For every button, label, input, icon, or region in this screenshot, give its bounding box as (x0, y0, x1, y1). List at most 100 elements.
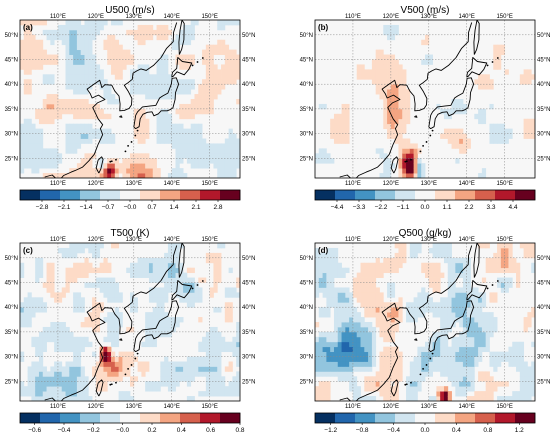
colorbar-segment (435, 413, 456, 423)
colorbar-segment (80, 190, 101, 200)
colorbar-tick-label: −0.2 (87, 427, 100, 434)
lat-label-left: 35°N (5, 330, 18, 336)
lat-label-right: 50°N (537, 33, 550, 39)
lon-label-bottom: 110°E (50, 404, 66, 410)
colorbar-segment (415, 190, 436, 200)
lat-label-left: 25°N (5, 156, 18, 162)
lat-label-left: 40°N (5, 305, 18, 311)
colorbar-segment (80, 413, 101, 423)
colorbar-segment (355, 190, 376, 200)
lat-label-right: 50°N (537, 256, 550, 262)
anomaly-field (315, 243, 535, 401)
colorbar-tick-label: 1.1 (442, 204, 451, 211)
colorbar-tick-label: 1.2 (515, 427, 524, 434)
colorbar-segment (375, 413, 396, 423)
lat-label-right: 25°N (242, 156, 255, 162)
lon-label-top: 130°E (421, 237, 437, 243)
colorbar-segment (435, 190, 456, 200)
anomaly-field (20, 243, 240, 401)
lat-label-left: 40°N (300, 305, 313, 311)
colorbar-tick-label: −0.7 (102, 204, 115, 211)
lat-label-right: 25°N (242, 379, 255, 385)
colorbar-tick-label: −1.1 (397, 204, 410, 211)
colorbar-tick-label: 0.8 (483, 427, 492, 434)
lat-label-right: 40°N (537, 305, 550, 311)
colorbar-tick-label: 0.7 (147, 204, 156, 211)
colorbar-segment (335, 190, 356, 200)
colorbar-segment (355, 413, 376, 423)
colorbar-segment (495, 190, 516, 200)
lat-label-left: 35°N (300, 330, 313, 336)
colorbar-tick-label: 0.6 (206, 427, 215, 434)
colorbar-segment (140, 190, 161, 200)
colorbar-segment (375, 190, 396, 200)
colorbar-segment (40, 413, 61, 423)
colorbar-segment (200, 413, 221, 423)
colorbar-tick-label: 0.4 (177, 427, 186, 434)
colorbar-segment (140, 413, 161, 423)
lat-label-left: 40°N (300, 82, 313, 88)
lat-label-left: 25°N (300, 156, 313, 162)
lon-label-bottom: 120°E (383, 404, 399, 410)
coastline (44, 243, 204, 401)
colorbar-segment (100, 413, 121, 423)
lon-label-top: 150°E (201, 14, 217, 20)
colorbar-segment (180, 413, 201, 423)
lat-label-right: 50°N (242, 256, 255, 262)
colorbar-segment (455, 190, 476, 200)
colorbar-tick-label: −0.0 (124, 204, 137, 211)
panel-label: (c) (23, 246, 33, 255)
lon-label-top: 120°E (383, 14, 399, 20)
lat-label-right: 30°N (242, 355, 255, 361)
lat-label-left: 30°N (300, 355, 313, 361)
lon-label-top: 150°E (496, 237, 512, 243)
lat-label-left: 50°N (5, 256, 18, 262)
lat-label-right: 50°N (242, 33, 255, 39)
colorbar-tick-label: −0.0 (116, 427, 129, 434)
lon-label-bottom: 130°E (126, 181, 142, 187)
lat-label-left: 30°N (300, 132, 313, 138)
lat-label-right: 30°N (537, 132, 550, 138)
lon-label-top: 120°E (383, 237, 399, 243)
lon-label-bottom: 150°E (496, 181, 512, 187)
lat-label-left: 25°N (5, 379, 18, 385)
lon-label-top: 130°E (421, 14, 437, 20)
anomaly-field (315, 20, 535, 178)
lat-label-left: 30°N (5, 355, 18, 361)
lon-label-bottom: 120°E (88, 404, 104, 410)
gridlines (20, 20, 240, 178)
colorbar-tick-label: 0.8 (235, 427, 244, 434)
colorbar-segment (160, 190, 181, 200)
lon-label-top: 110°E (345, 14, 361, 20)
colorbar-tick-label: 1.4 (169, 204, 178, 211)
lat-label-right: 35°N (242, 330, 255, 336)
panel-t500: T500 (K) (c) 110°E 110°E 120°E 120°E 130°E 130°… (5, 228, 256, 434)
lat-label-left: 35°N (300, 107, 313, 113)
colorbar-tick-label: 0.0 (420, 427, 429, 434)
colorbar-segment (495, 413, 516, 423)
lon-label-bottom: 150°E (496, 404, 512, 410)
colorbar-tick-label: 0.4 (452, 427, 461, 434)
colorbar-tick-label: 2.2 (464, 204, 473, 211)
lon-label-top: 140°E (459, 14, 475, 20)
lon-label-top: 140°E (164, 14, 180, 20)
colorbar-tick-label: −1.2 (324, 427, 337, 434)
lon-label-top: 150°E (201, 237, 217, 243)
panel-title: T500 (K) (111, 228, 150, 239)
lat-label-right: 40°N (242, 305, 255, 311)
lat-label-left: 30°N (5, 132, 18, 138)
colorbar-segment (515, 413, 536, 423)
lat-label-right: 40°N (242, 82, 255, 88)
panel-label: (b) (318, 23, 329, 32)
lat-label-left: 50°N (5, 33, 18, 39)
anomaly-field (20, 20, 240, 178)
colorbar-segment (515, 190, 536, 200)
gridlines (20, 243, 240, 401)
colorbar-segment (20, 413, 41, 423)
colorbar-tick-label: −0.8 (356, 427, 369, 434)
colorbar-segment (315, 190, 336, 200)
colorbar-segment (315, 413, 336, 423)
colorbar-segment (220, 413, 241, 423)
colorbar-tick-label: −2.8 (36, 204, 49, 211)
lat-label-right: 45°N (537, 281, 550, 287)
